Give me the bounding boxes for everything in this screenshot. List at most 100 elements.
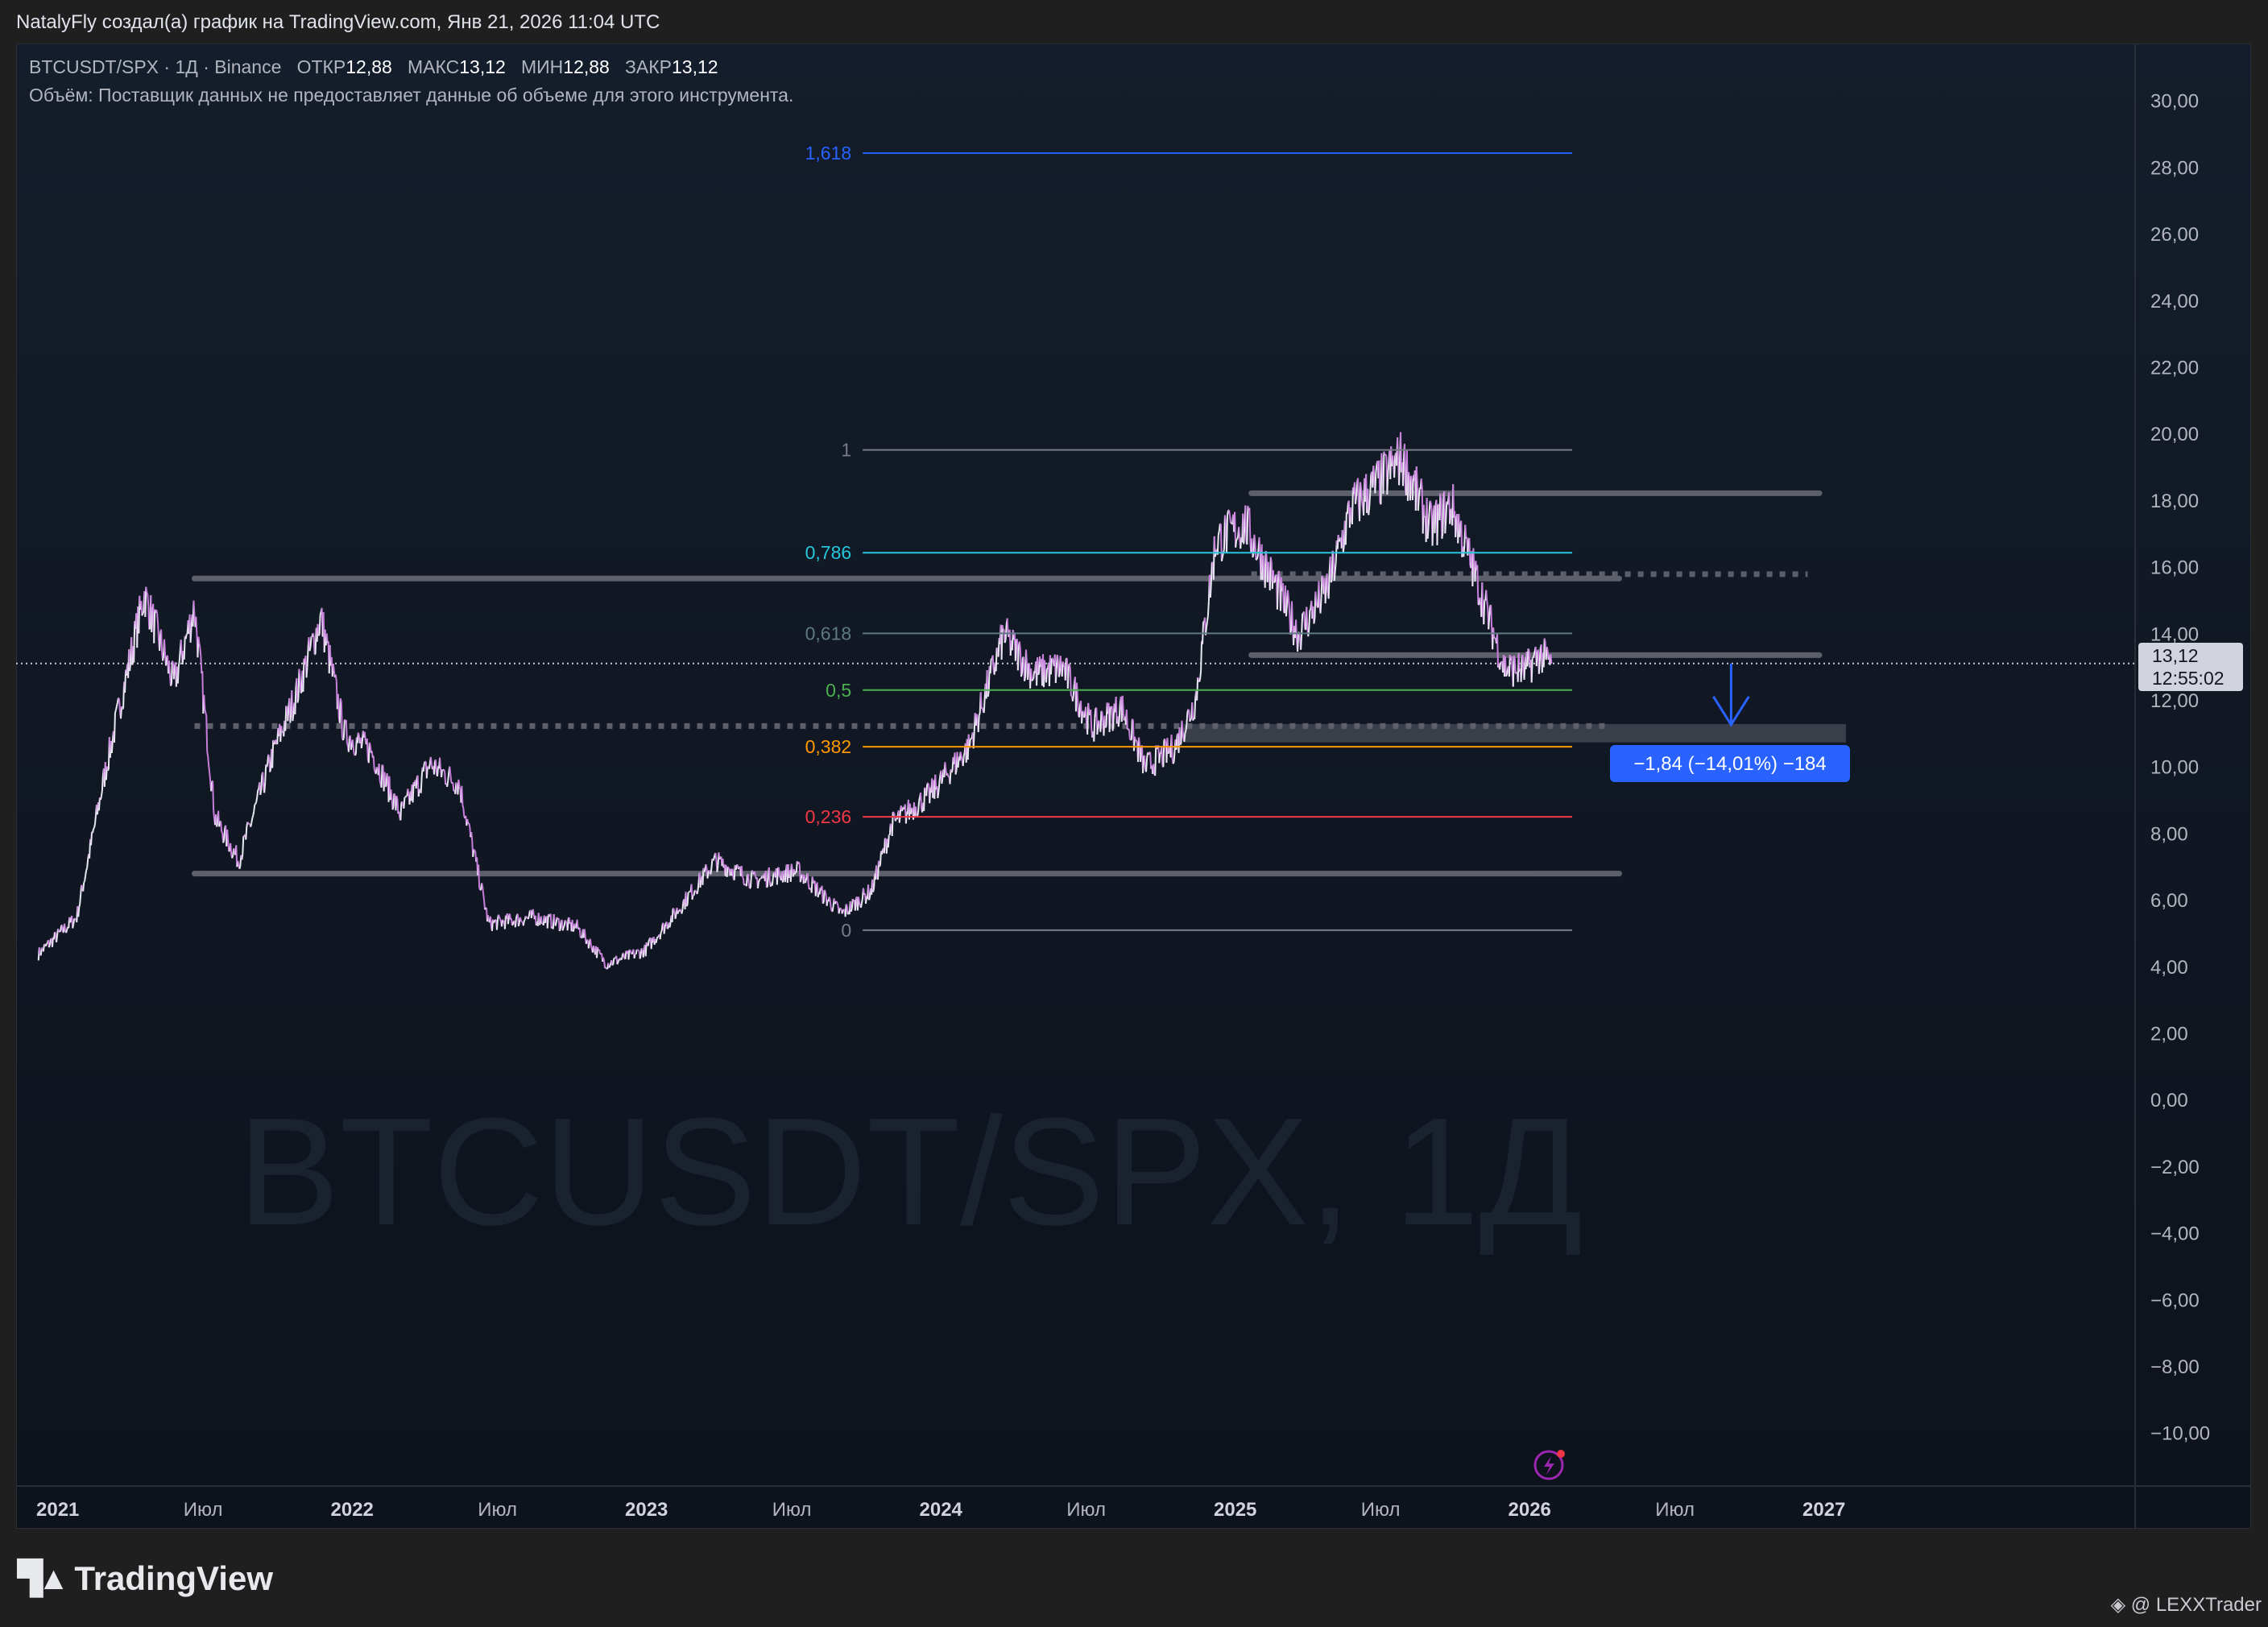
price-bar [1464,524,1467,539]
price-bar [74,917,77,921]
price-bar [1277,570,1281,579]
price-bar [425,766,428,779]
price-bar [85,870,88,876]
tradingview-logo[interactable]: ▜▲ TradingView [18,1559,273,1598]
price-tick-label: 20,00 [2150,424,2199,445]
price-bar [350,743,353,751]
price-bar [946,772,950,777]
price-bar [60,925,63,932]
price-bar [1219,524,1223,561]
price-bar [583,929,586,938]
price-bar [1236,536,1240,540]
price-bar [1505,674,1508,677]
price-bar [1173,751,1176,762]
price-bar [1535,652,1538,667]
price-bar [145,586,148,593]
price-bar [498,916,501,920]
price-bar [1276,582,1279,610]
price-bar [226,830,230,842]
price-bar [1137,737,1140,745]
fib-level-label: 1 [841,440,851,461]
price-bar [114,710,117,714]
price-bar [1351,487,1354,524]
price-bar [663,926,666,934]
price-bar [1409,475,1413,482]
price-bar [1229,515,1232,524]
price-bar [1360,482,1363,490]
price-bar [255,797,259,803]
price-bar [726,866,729,877]
price-bar [759,878,761,880]
price-bar [1397,437,1400,461]
price-bar [1496,633,1500,668]
price-bar [1235,540,1238,548]
fib-level-label: 0,786 [805,542,852,563]
price-bar [841,910,844,914]
price-bar [118,699,122,713]
price-bar [493,921,495,924]
price-bar [640,947,644,951]
price-bar [1369,474,1372,494]
price-bar [1306,607,1309,627]
price-bar [858,901,861,906]
price-bar [56,935,59,942]
price-bar [468,822,471,827]
time-axis[interactable]: 2021 Июл 2022 Июл 2023 Июл 2024 Июл 2025 Июл 2026 И… [36,1499,1845,1521]
measure-label[interactable]: −1,84 (−14,01%) −184 [1610,745,1850,782]
price-bar [40,947,43,950]
price-bar [1256,557,1259,560]
price-bar [296,698,300,703]
price-bar [986,670,989,698]
price-bar [54,931,56,934]
price-bar [449,773,453,782]
price-bar [347,738,350,752]
price-bar [1056,654,1059,660]
price-bar [177,660,180,667]
price-bar [1476,565,1480,605]
price-bar [557,918,561,931]
price-bar [1166,737,1169,754]
price-bar [1125,710,1128,730]
price-bar [153,609,156,644]
price-bar [806,873,809,884]
price-bar [875,865,879,878]
price-bar [1346,503,1349,515]
price-bar [246,822,250,824]
open-label: ОТКР [296,56,346,77]
price-bar [703,869,706,872]
price-bar [1004,639,1007,644]
price-bar [612,958,615,965]
price-bar [1220,557,1223,562]
price-bar [1255,558,1258,561]
price-bar [1505,669,1509,676]
price-bar [831,906,834,912]
price-tick-label: 22,00 [2150,358,2199,379]
alert-icon[interactable] [1533,1450,1565,1480]
symbol-legend[interactable]: BTCUSDT/SPX · 1Д · Binance ОТКР12,88 МАК… [29,56,718,78]
price-bar [168,660,171,675]
price-bar [1020,657,1024,674]
price-bar [449,766,452,774]
price-bar [564,920,567,923]
price-bar [1179,743,1182,746]
price-bar [48,944,51,948]
price-bar [708,870,711,873]
price-bar [887,834,890,848]
price-axis[interactable]: 30,00 28,00 26,00 24,00 22,00 20,00 18,00 16,00… [2150,91,2210,1445]
price-bar [1078,705,1082,718]
price-bar [176,666,180,684]
low-label: МИН [520,56,564,77]
price-bar [1315,601,1318,607]
price-bar [822,889,826,903]
price-bar [180,640,183,656]
price-bar [1037,673,1040,676]
price-bar [85,867,89,871]
price-bar [57,928,60,932]
price-bar [589,938,592,946]
price-bar [668,922,672,928]
price-bar [1494,637,1497,640]
price-bar [345,719,348,743]
price-bar [1206,601,1210,616]
price-bar [1128,729,1131,739]
